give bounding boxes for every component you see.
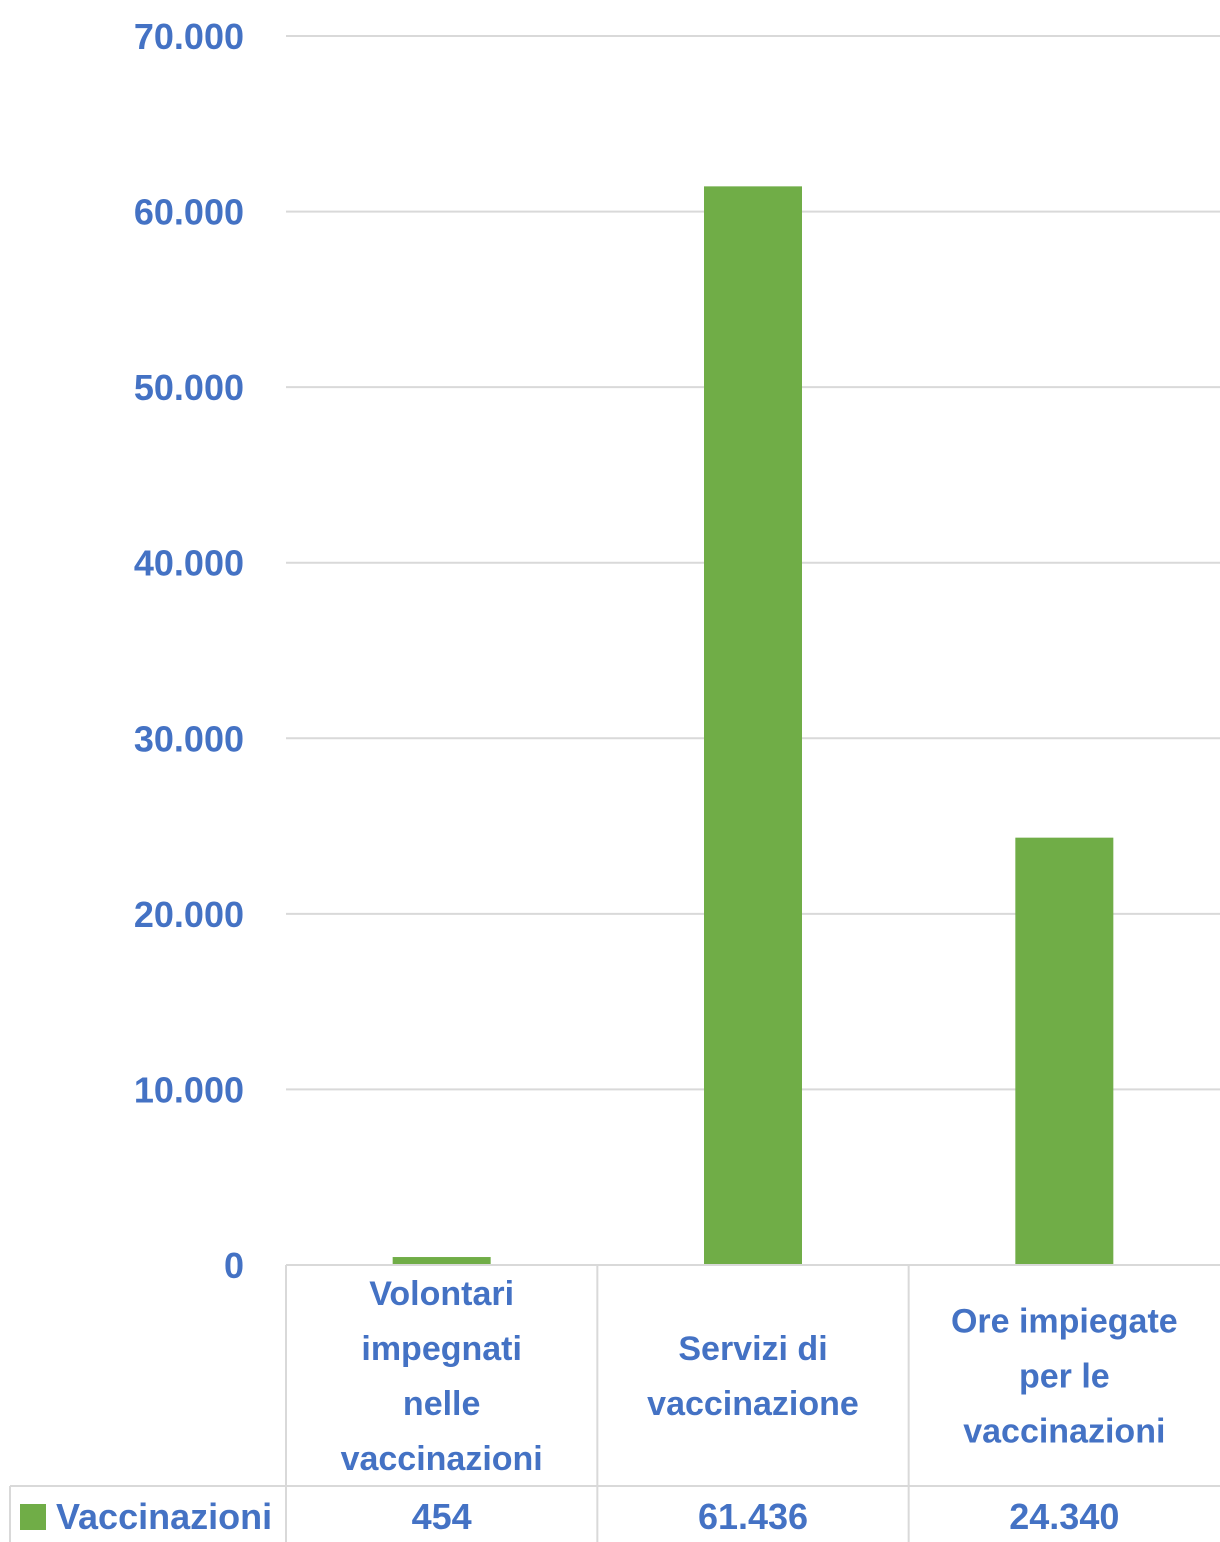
y-tick-label: 70.000 (134, 16, 244, 57)
legend-swatch (20, 1504, 46, 1530)
y-tick-label: 30.000 (134, 718, 244, 759)
y-tick-label: 20.000 (134, 894, 244, 935)
y-tick-label: 50.000 (134, 367, 244, 408)
bar (704, 186, 802, 1265)
data-table: Volontari impegnati nelle vaccinazioni Servi… (9, 1264, 1220, 1542)
y-tick-label: 40.000 (134, 543, 244, 584)
y-tick-label: 60.000 (134, 192, 244, 233)
data-value-label: 454 (412, 1496, 472, 1537)
data-value-label: 61.436 (698, 1496, 808, 1537)
bars (392, 186, 1114, 1265)
x-category-label: Volontari impegnati nelle vaccinazioni (341, 1275, 543, 1478)
legend-series-name: Vaccinazioni (56, 1496, 272, 1537)
bar (1015, 837, 1114, 1265)
y-axis-tick-labels: 0 10.000 20.000 30.000 40.000 50.000 60.000 70.… (134, 16, 244, 1286)
x-category-label: Servizi di vaccinazione (647, 1330, 859, 1423)
y-tick-label: 10.000 (134, 1069, 244, 1110)
bar (392, 1257, 491, 1265)
x-category-label: Ore impiegate per le vaccinazioni (951, 1303, 1178, 1451)
data-value-label: 24.340 (1009, 1496, 1119, 1537)
y-tick-label: 0 (224, 1245, 244, 1286)
